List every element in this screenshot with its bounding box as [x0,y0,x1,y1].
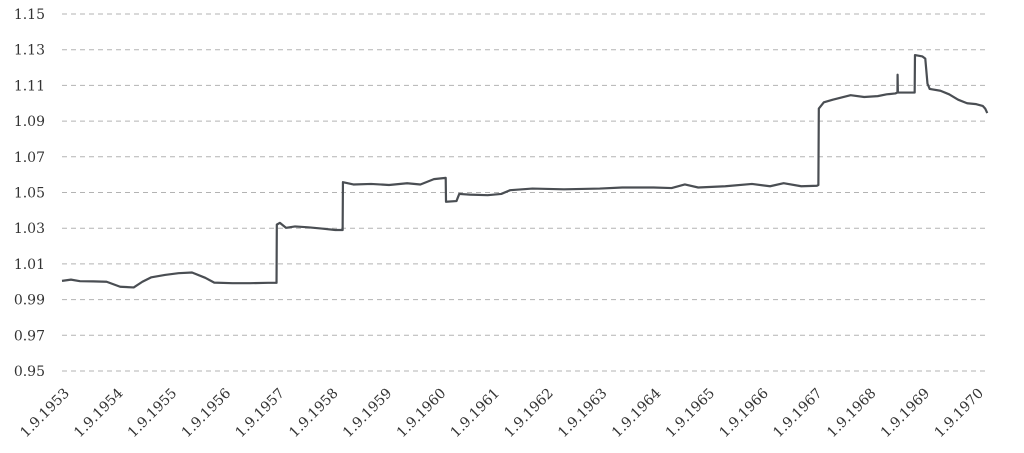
x-tick-label: 1.9.1967 [770,386,825,441]
y-tick-label: 0.97 [14,328,45,344]
series-line [61,53,989,289]
x-tick-label: 1.9.1962 [501,386,556,441]
x-tick-label: 1.9.1961 [448,386,503,441]
y-tick-label: 0.95 [14,364,45,380]
y-axis: 1.15 1.13 1.11 1.09 1.07 1.05 1.03 1.01 0.99 0.97… [14,7,45,380]
y-tick-label: 1.09 [14,114,45,130]
y-tick-label: 1.15 [14,7,45,23]
x-tick-label: 1.9.1955 [125,386,180,441]
x-tick-label: 1.9.1965 [663,386,718,441]
x-tick-label: 1.9.1966 [717,385,772,440]
x-tick-label: 1.9.1964 [609,385,664,440]
plot-area [61,53,989,289]
y-tick-label: 1.03 [14,221,45,237]
y-tick-label: 0.99 [14,293,45,309]
x-tick-label: 1.9.1954 [71,385,126,440]
x-tick-label: 1.9.1957 [233,386,288,441]
y-tick-label: 1.13 [14,43,45,59]
x-tick-label: 1.9.1963 [555,386,610,441]
x-axis: 1.9.19531.9.19541.9.19551.9.19561.9.1957… [17,385,987,440]
y-tick-label: 1.05 [14,186,45,202]
y-tick-label: 1.11 [14,78,45,94]
x-tick-label: 1.9.1959 [340,386,395,441]
x-tick-label: 1.9.1958 [286,386,341,441]
x-tick-label: 1.9.1968 [824,386,879,441]
y-tick-label: 1.07 [14,150,45,166]
x-tick-label: 1.9.1960 [394,386,449,441]
gridlines [62,13,988,372]
x-tick-label: 1.9.1970 [932,386,987,441]
x-tick-label: 1.9.1969 [878,386,933,441]
y-tick-label: 1.01 [14,257,45,273]
x-tick-label: 1.9.1953 [17,386,72,441]
x-tick-label: 1.9.1956 [179,385,234,440]
